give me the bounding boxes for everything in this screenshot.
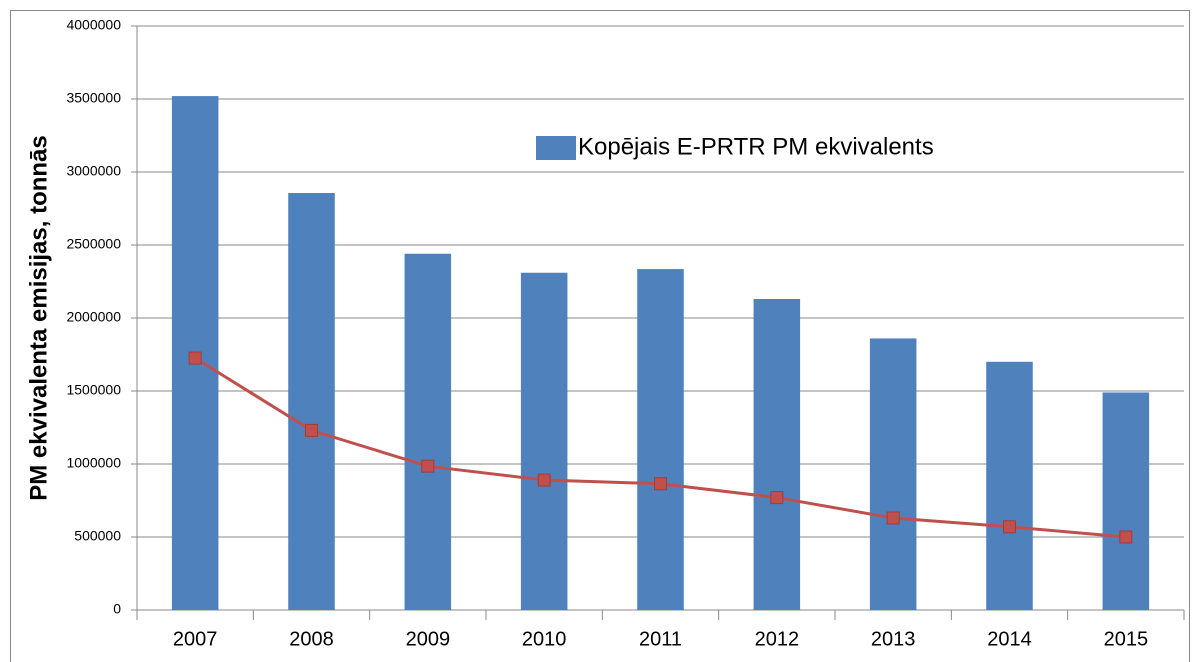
y-tick-label: 2500000 [66,236,121,252]
marker [537,473,551,487]
y-tick-label: 4000000 [66,17,121,33]
y-tick-label: 3000000 [66,163,121,179]
legend-swatch [536,136,576,160]
bar [520,272,568,610]
x-tick-label: 2009 [406,628,451,650]
chart-border [10,10,1190,662]
marker [188,351,202,365]
marker [886,511,900,525]
y-tick-label: 1000000 [66,455,121,471]
bar [288,193,335,611]
y-tick-label: 2000000 [66,309,121,325]
marker [770,491,784,505]
y-tick-label: 3500000 [66,90,121,106]
x-tick-label: 2012 [755,628,800,650]
legend-label: Kopējais E-PRTR PM ekvivalents [578,133,934,160]
x-tick-label: 2013 [871,628,916,650]
x-tick-label: 2008 [289,628,334,650]
x-tick-label: 2014 [987,628,1032,650]
bar [1102,392,1150,610]
marker [421,459,435,473]
marker [654,477,667,491]
marker [305,423,318,437]
bar [753,299,801,610]
y-tick-label: 1500000 [66,382,121,398]
bar [869,338,917,610]
marker [1119,530,1133,544]
marker [1003,520,1016,534]
y-tick-label: 0 [113,601,121,617]
bar [404,253,452,610]
x-tick-label: 2010 [522,628,567,650]
y-tick-label: 500000 [74,528,121,544]
bar [637,269,684,610]
x-tick-label: 2015 [1104,628,1149,650]
bar [986,361,1033,610]
x-tick-label: 2011 [639,628,682,650]
y-axis-label: PM ekvivalenta emisijas, tonnās [25,135,52,501]
x-tick-label: 2007 [173,628,218,650]
